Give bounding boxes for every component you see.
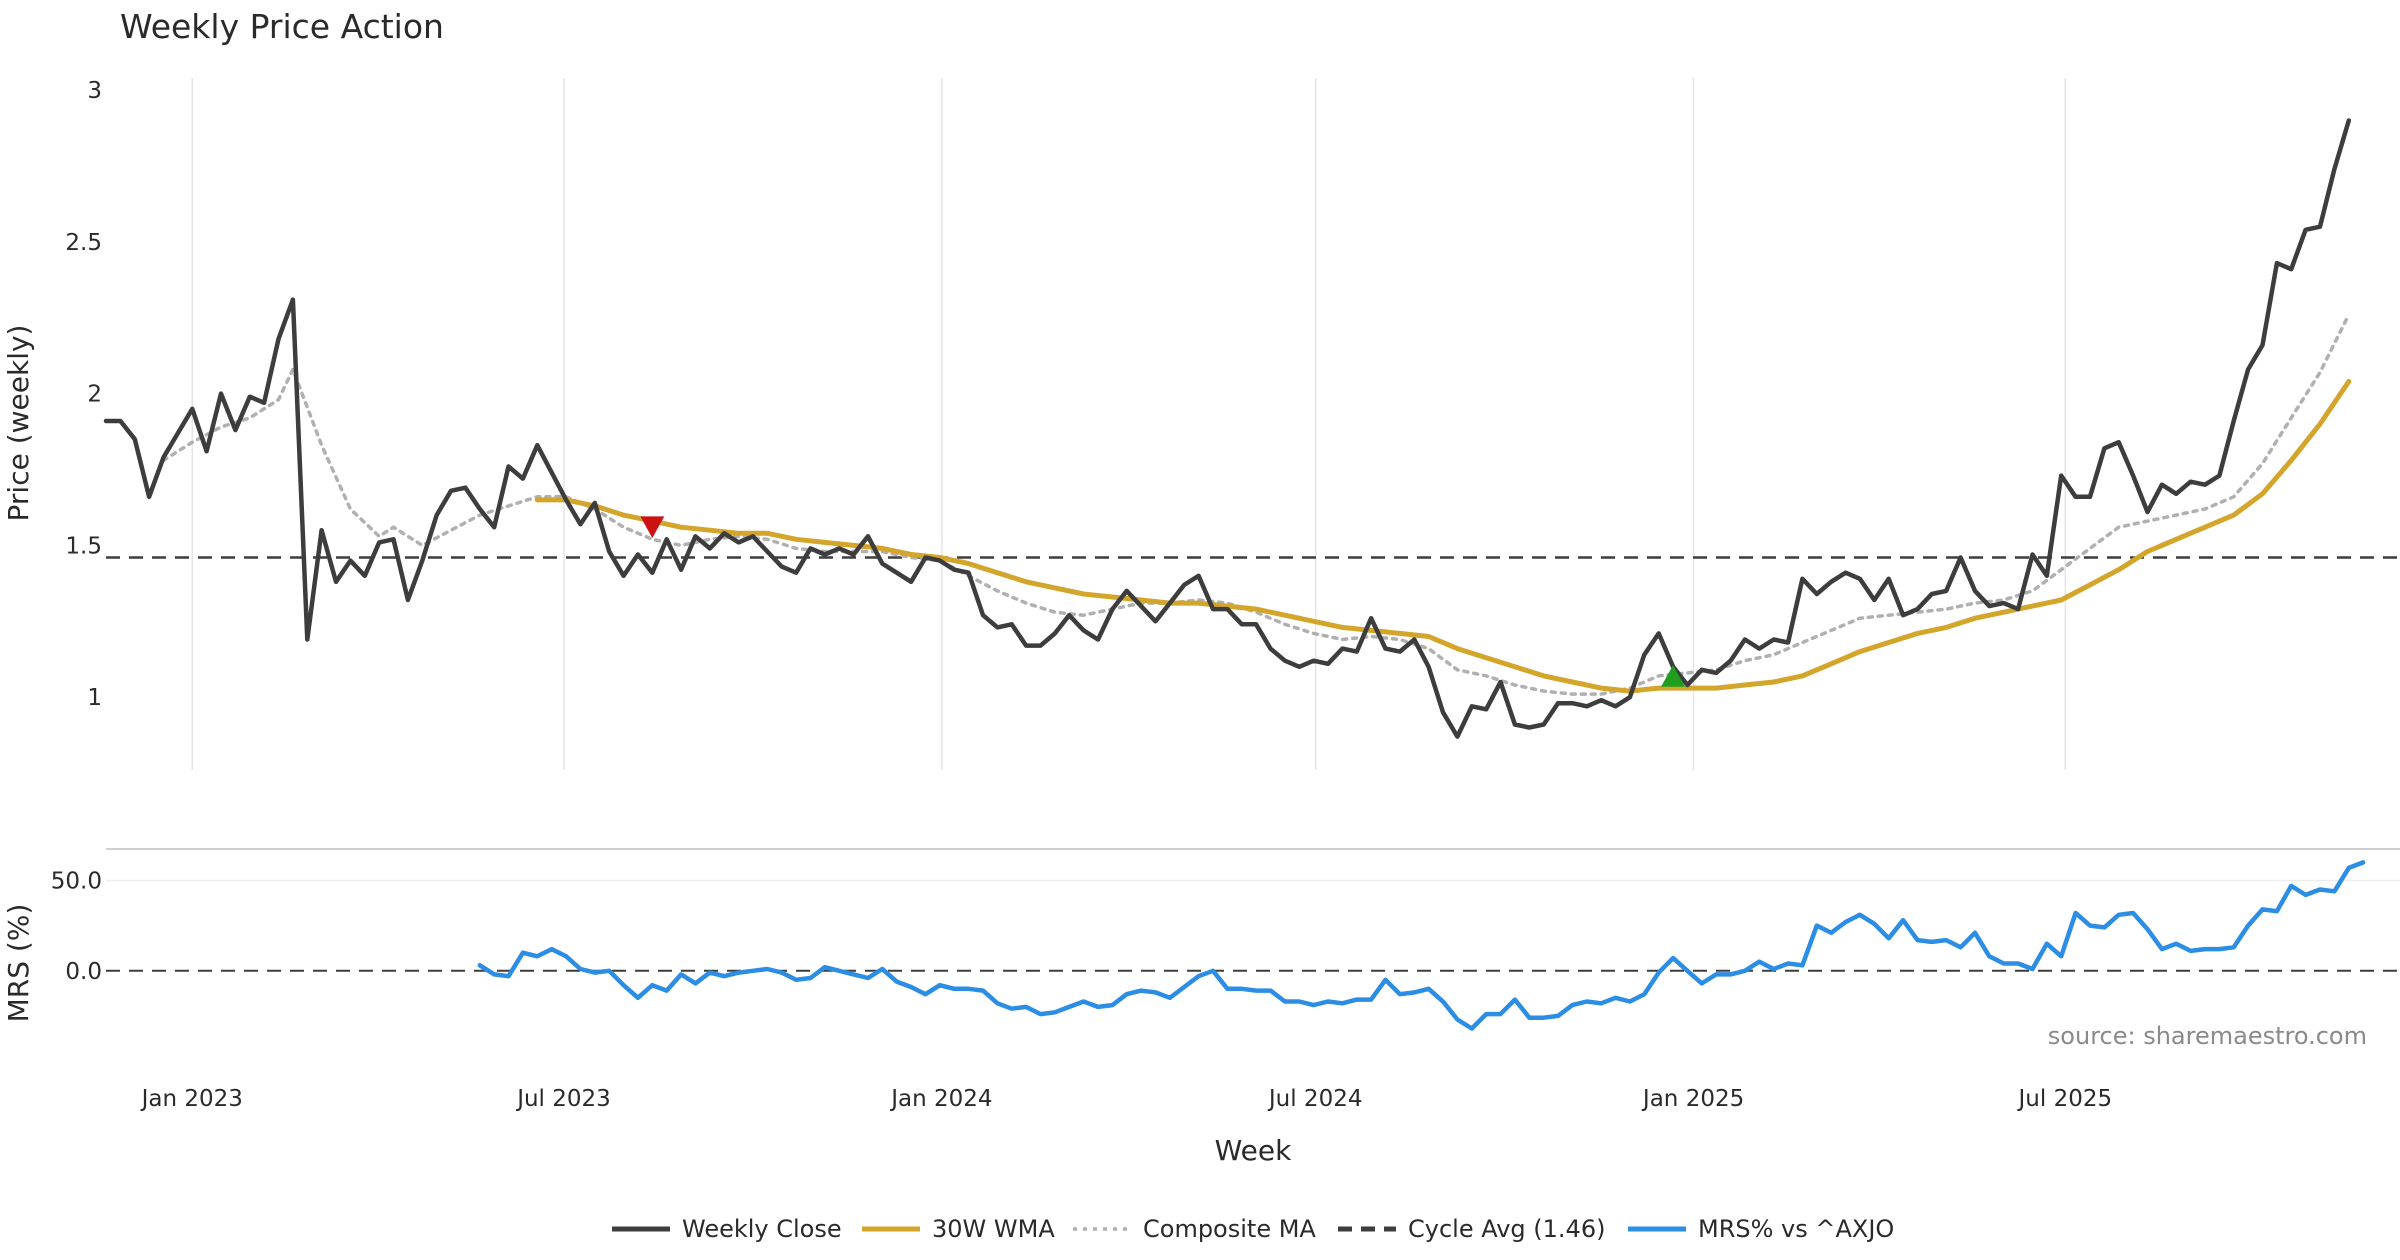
sell-signal-marker: [640, 516, 665, 538]
legend-label-30w-wma: 30W WMA: [932, 1215, 1055, 1243]
x-axis-ticks: Jan 2023 Jul 2023 Jan 2024 Jul 2024 Jan 2025…: [140, 1086, 2113, 1112]
buy-signal-marker: [1661, 665, 1686, 687]
legend-label-mrs-vs-axjo: MRS% vs ^AXJO: [1698, 1215, 1894, 1243]
x-tick-label: Jan 2024: [889, 1086, 992, 1112]
source-credit: source: sharemaestro.com: [2048, 1022, 2367, 1050]
mrs-y-tick-label: 50.0: [51, 868, 102, 894]
x-tick-label: Jul 2023: [515, 1086, 611, 1112]
composite-ma-line: [161, 312, 2351, 696]
price-y-axis-title: Price (weekly): [2, 325, 35, 522]
mrs-y-tick-label: 0.0: [65, 959, 102, 985]
chart-title: Weekly Price Action: [120, 7, 444, 46]
x-tick-label: Jan 2023: [140, 1086, 243, 1112]
30w-wma-line: [534, 379, 2352, 694]
legend-label-weekly-close: Weekly Close: [682, 1215, 842, 1243]
legend-label-cycle-avg-1-46: Cycle Avg (1.46): [1408, 1215, 1605, 1243]
legend-label-composite-ma: Composite MA: [1143, 1215, 1316, 1243]
price-y-tick-label: 2.5: [65, 230, 102, 256]
price-y-tick-label: 1: [87, 685, 102, 711]
price-panel: 1 1.5 2 2.5 3: [65, 78, 2400, 739]
mrs-panel: 0.0 50.0: [51, 860, 2400, 1031]
grid-layer: [106, 78, 2400, 882]
weekly-close-line: [103, 118, 2352, 739]
x-tick-label: Jan 2025: [1641, 1086, 1744, 1112]
x-tick-label: Jul 2025: [2017, 1086, 2113, 1112]
legend: Weekly Close 30W WMA Composite MA Cycle Avg…: [612, 1215, 1894, 1243]
x-axis-title: Week: [1215, 1134, 1292, 1167]
mrs-vs-axjo-line: [477, 860, 2366, 1031]
x-tick-label: Jul 2024: [1267, 1086, 1363, 1112]
price-y-tick-label: 2: [87, 382, 102, 408]
price-y-tick-label: 3: [87, 78, 102, 104]
price-y-tick-label: 1.5: [65, 533, 102, 559]
mrs-y-axis-title: MRS (%): [2, 904, 35, 1023]
